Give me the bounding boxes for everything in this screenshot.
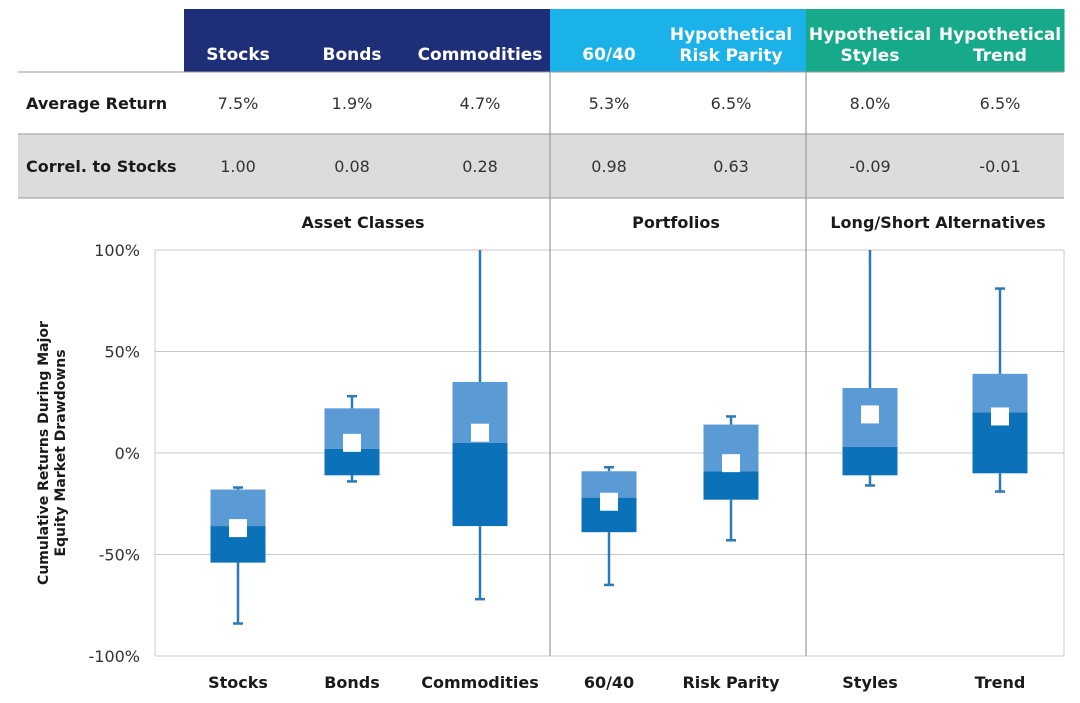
table-cell: 0.08 <box>334 157 370 176</box>
box-styles <box>842 250 898 487</box>
table-cell: -0.01 <box>979 157 1020 176</box>
box-commodities <box>452 250 508 601</box>
table-cell: 7.5% <box>218 94 259 113</box>
column-header-label: Bonds <box>322 45 381 65</box>
box-upper-segment <box>972 373 1028 413</box>
box-stocks <box>210 486 266 625</box>
y-axis-title-line: Equity Market Drawdowns <box>53 349 69 556</box>
table-cell: 4.7% <box>460 94 501 113</box>
table-cell: 0.63 <box>713 157 749 176</box>
table-cell: 6.5% <box>980 94 1021 113</box>
group-label: Asset Classes <box>302 213 425 232</box>
column-header-label: Trend <box>973 46 1027 66</box>
header-cell <box>806 9 936 72</box>
y-tick-label: 100% <box>94 241 140 260</box>
table-cell: 0.28 <box>462 157 498 176</box>
table-cell: -0.09 <box>849 157 890 176</box>
x-category-label: Bonds <box>324 673 380 692</box>
median-marker <box>471 423 489 442</box>
table-row-label: Average Return <box>26 94 167 113</box>
box-60-40 <box>581 465 637 587</box>
x-category-label: Commodities <box>421 673 539 692</box>
x-category-label: 60/40 <box>584 673 634 692</box>
x-category-label: Stocks <box>208 673 268 692</box>
column-header-label: 60/40 <box>582 45 636 65</box>
table-cell: 8.0% <box>850 94 891 113</box>
table-row-label: Correl. to Stocks <box>26 157 177 176</box>
median-marker <box>229 519 247 538</box>
median-marker <box>861 405 879 424</box>
header-cell <box>550 9 667 72</box>
column-header-label: Commodities <box>418 45 543 65</box>
box-lower-segment <box>842 446 898 476</box>
header-cell <box>296 9 410 72</box>
column-header-label: Hypothetical <box>809 25 931 45</box>
table-row-shade <box>18 134 1064 198</box>
column-header-label: Stocks <box>206 45 270 65</box>
table-cell: 0.98 <box>591 157 627 176</box>
header-cell <box>935 9 1065 72</box>
table-cell: 1.9% <box>332 94 373 113</box>
y-tick-label: -50% <box>99 546 140 565</box>
x-category-label: Styles <box>842 673 897 692</box>
group-label: Portfolios <box>632 213 720 232</box>
box-trend <box>972 287 1028 493</box>
y-tick-label: 0% <box>115 444 140 463</box>
column-header-label: Risk Parity <box>679 46 782 66</box>
box-risk-parity <box>703 415 759 542</box>
header-cell <box>409 9 551 72</box>
box-lower-segment <box>324 448 380 476</box>
y-tick-label: 50% <box>104 343 140 362</box>
column-header-label: Hypothetical <box>670 25 792 45</box>
box-bonds <box>324 394 380 483</box>
column-header-label: Styles <box>841 46 900 66</box>
table-cell: 1.00 <box>220 157 256 176</box>
median-marker <box>991 407 1009 426</box>
box-lower-segment <box>703 471 759 500</box>
group-label: Long/Short Alternatives <box>830 213 1045 232</box>
x-category-label: Risk Parity <box>682 673 780 692</box>
column-header-label: Hypothetical <box>939 25 1061 45</box>
y-axis-title-line: Cumulative Returns During Major <box>36 321 52 585</box>
header-cell <box>666 9 807 72</box>
table-cell: 5.3% <box>589 94 630 113</box>
table-cell: 6.5% <box>711 94 752 113</box>
y-axis-title: Cumulative Returns During MajorEquity Ma… <box>36 321 69 585</box>
median-marker <box>722 454 740 473</box>
y-tick-label: -100% <box>88 647 140 666</box>
header-cell <box>184 9 297 72</box>
box-lower-segment <box>452 442 508 527</box>
x-category-label: Trend <box>975 673 1026 692</box>
median-marker <box>600 492 618 511</box>
median-marker <box>343 433 361 452</box>
